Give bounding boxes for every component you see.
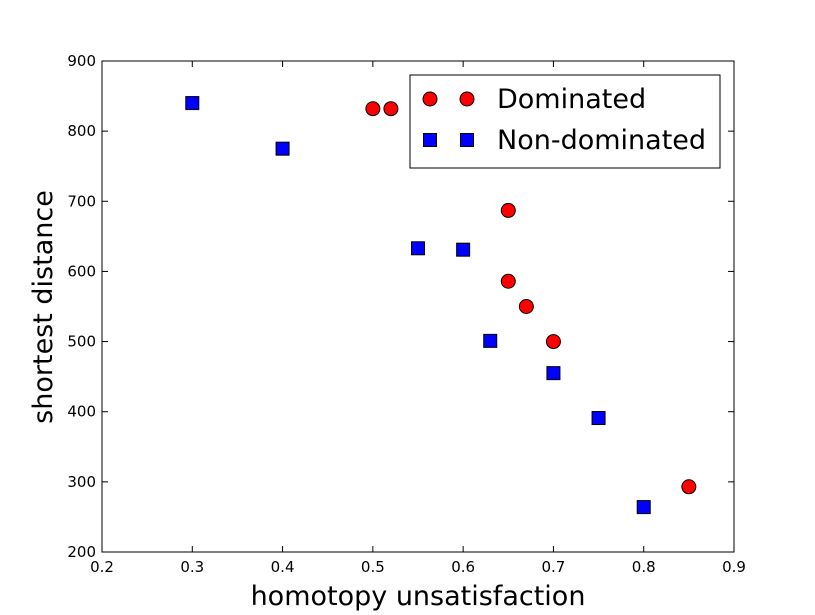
- y-tick-label: 200: [67, 543, 96, 561]
- x-tick-label: 0.8: [632, 558, 656, 576]
- non-dominated-point: [591, 411, 606, 426]
- non-dominated-point: [546, 366, 561, 381]
- y-tick-label: 900: [67, 52, 96, 70]
- dominated-point: [500, 273, 516, 289]
- x-tick-label: 0.4: [271, 558, 295, 576]
- y-axis-label: shortest distance: [28, 190, 59, 424]
- legend-dominated-marker-2: [459, 91, 475, 107]
- dominated-point: [383, 101, 399, 117]
- legend-nondominated-marker-2: [460, 133, 474, 147]
- non-dominated-point: [483, 333, 498, 348]
- legend-nondominated-marker-1: [423, 133, 437, 147]
- non-dominated-point: [275, 141, 290, 156]
- points-layer: [185, 96, 697, 515]
- plot-area-frame: [101, 60, 735, 553]
- x-tick-label: 0.2: [90, 558, 114, 576]
- dominated-point: [365, 101, 381, 117]
- legend-dominated-marker-1: [422, 91, 438, 107]
- legend-box: [409, 74, 721, 169]
- y-tick-label: 300: [67, 473, 96, 491]
- x-tick-label: 0.5: [361, 558, 385, 576]
- x-axis-label: homotopy unsatisfaction: [251, 581, 586, 612]
- non-dominated-point: [185, 96, 200, 111]
- dominated-point: [545, 334, 561, 350]
- non-dominated-point: [456, 242, 471, 257]
- ticks-layer: 0.2 0.3 0.4 0.5 0.6 0.7 0.8 0.9 200 300 400 500 600 7…: [67, 52, 746, 576]
- dominated-point: [681, 479, 697, 495]
- x-tick-label: 0.9: [722, 558, 746, 576]
- y-tick-label: 700: [67, 192, 96, 210]
- legend-nondominated-label: Non-dominated: [497, 125, 706, 156]
- x-tick-label: 0.7: [541, 558, 565, 576]
- dominated-point: [500, 202, 516, 218]
- y-tick-label: 600: [67, 262, 96, 280]
- x-tick-label: 0.3: [180, 558, 204, 576]
- x-tick-label: 0.6: [451, 558, 475, 576]
- dominated-point: [518, 299, 534, 314]
- y-tick-label: 800: [67, 122, 96, 140]
- y-tick-label: 400: [67, 403, 96, 421]
- legend: Dominated Non-dominated: [409, 74, 721, 169]
- non-dominated-point: [636, 500, 651, 515]
- non-dominated-point: [411, 241, 425, 256]
- legend-dominated-label: Dominated: [497, 84, 646, 115]
- y-tick-label: 500: [67, 333, 96, 351]
